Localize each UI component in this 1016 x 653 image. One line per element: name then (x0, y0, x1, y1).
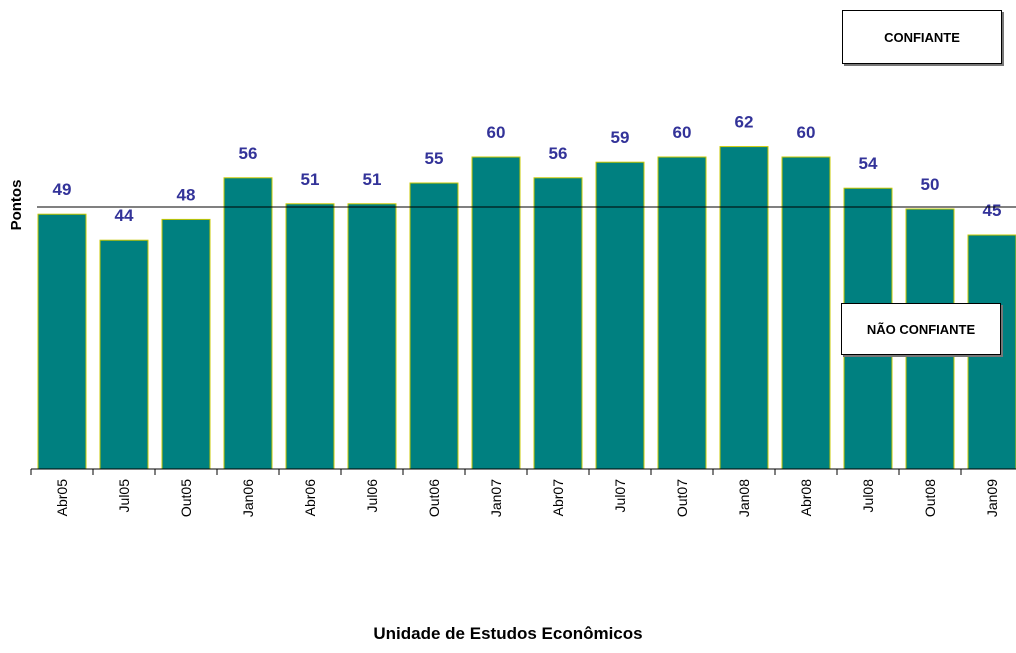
bar-Abr05 (37, 213, 87, 470)
value-label-Jan08: 62 (735, 113, 754, 132)
x-axis: Abr05 Jul05 Out05 Jan06 Abr06 Jul06 Out06 Jan07… (30, 468, 1016, 517)
value-label-Out08: 50 (921, 175, 940, 194)
bar-Jan07 (471, 156, 521, 470)
tick-label-Jul07: Jul07 (612, 479, 628, 513)
value-label-Jul05: 44 (115, 206, 134, 225)
tick-label-Abr08: Abr08 (798, 479, 814, 517)
confiante-label: CONFIANTE (884, 29, 960, 45)
value-label-Jul06: 51 (363, 170, 382, 189)
bar-Out07 (657, 156, 707, 470)
tick-label-Out08: Out08 (922, 479, 938, 517)
value-labels-layer: 49 44 48 56 51 51 55 60 56 59 60 62 60 54 50 45 (53, 113, 1002, 226)
value-label-Abr07: 56 (549, 144, 568, 163)
tick-label-Jul06: Jul06 (364, 479, 380, 513)
bar-Out05 (161, 218, 211, 470)
bar-Jul05 (99, 239, 149, 470)
value-label-Out06: 55 (425, 149, 444, 168)
value-label-Abr06: 51 (301, 170, 320, 189)
nao-confiante-box: NÃO CONFIANTE (841, 303, 1001, 355)
tick-label-Abr05: Abr05 (54, 479, 70, 517)
tick-label-Out05: Out05 (178, 479, 194, 517)
tick-label-Jul08: Jul08 (860, 479, 876, 513)
bar-Out06 (409, 182, 459, 470)
value-label-Jul08: 54 (859, 154, 878, 173)
tick-label-Out07: Out07 (674, 479, 690, 517)
value-label-Abr08: 60 (797, 123, 816, 142)
bar-Jan08 (719, 146, 769, 470)
bar-Abr08 (781, 156, 831, 470)
y-axis-label: Pontos (8, 180, 25, 231)
value-label-Jan07: 60 (487, 123, 506, 142)
bar-Jan06 (223, 177, 273, 470)
tick-label-Jan06: Jan06 (240, 479, 256, 517)
tick-label-Out06: Out06 (426, 479, 442, 517)
value-label-Abr05: 49 (53, 180, 72, 199)
confiante-box: CONFIANTE (842, 10, 1002, 64)
value-label-Jan06: 56 (239, 144, 258, 163)
bar-Jul06 (347, 203, 397, 470)
value-label-Jul07: 59 (611, 128, 630, 147)
value-label-Jan09: 45 (983, 201, 1002, 220)
tick-label-Abr06: Abr06 (302, 479, 318, 517)
bar-Jul07 (595, 161, 645, 470)
footer-title: Unidade de Estudos Econômicos (373, 624, 643, 643)
tick-label-Jan08: Jan08 (736, 479, 752, 517)
bar-Abr06 (285, 203, 335, 470)
tick-label-Jan09: Jan09 (984, 479, 1000, 517)
value-label-Out05: 48 (177, 185, 196, 204)
bar-Abr07 (533, 177, 583, 470)
bars-layer (37, 146, 1016, 470)
tick-label-Jan07: Jan07 (488, 479, 504, 517)
value-label-Out07: 60 (673, 123, 692, 142)
tick-label-Jul05: Jul05 (116, 479, 132, 513)
nao-confiante-label: NÃO CONFIANTE (866, 321, 976, 337)
tick-label-Abr07: Abr07 (550, 479, 566, 517)
